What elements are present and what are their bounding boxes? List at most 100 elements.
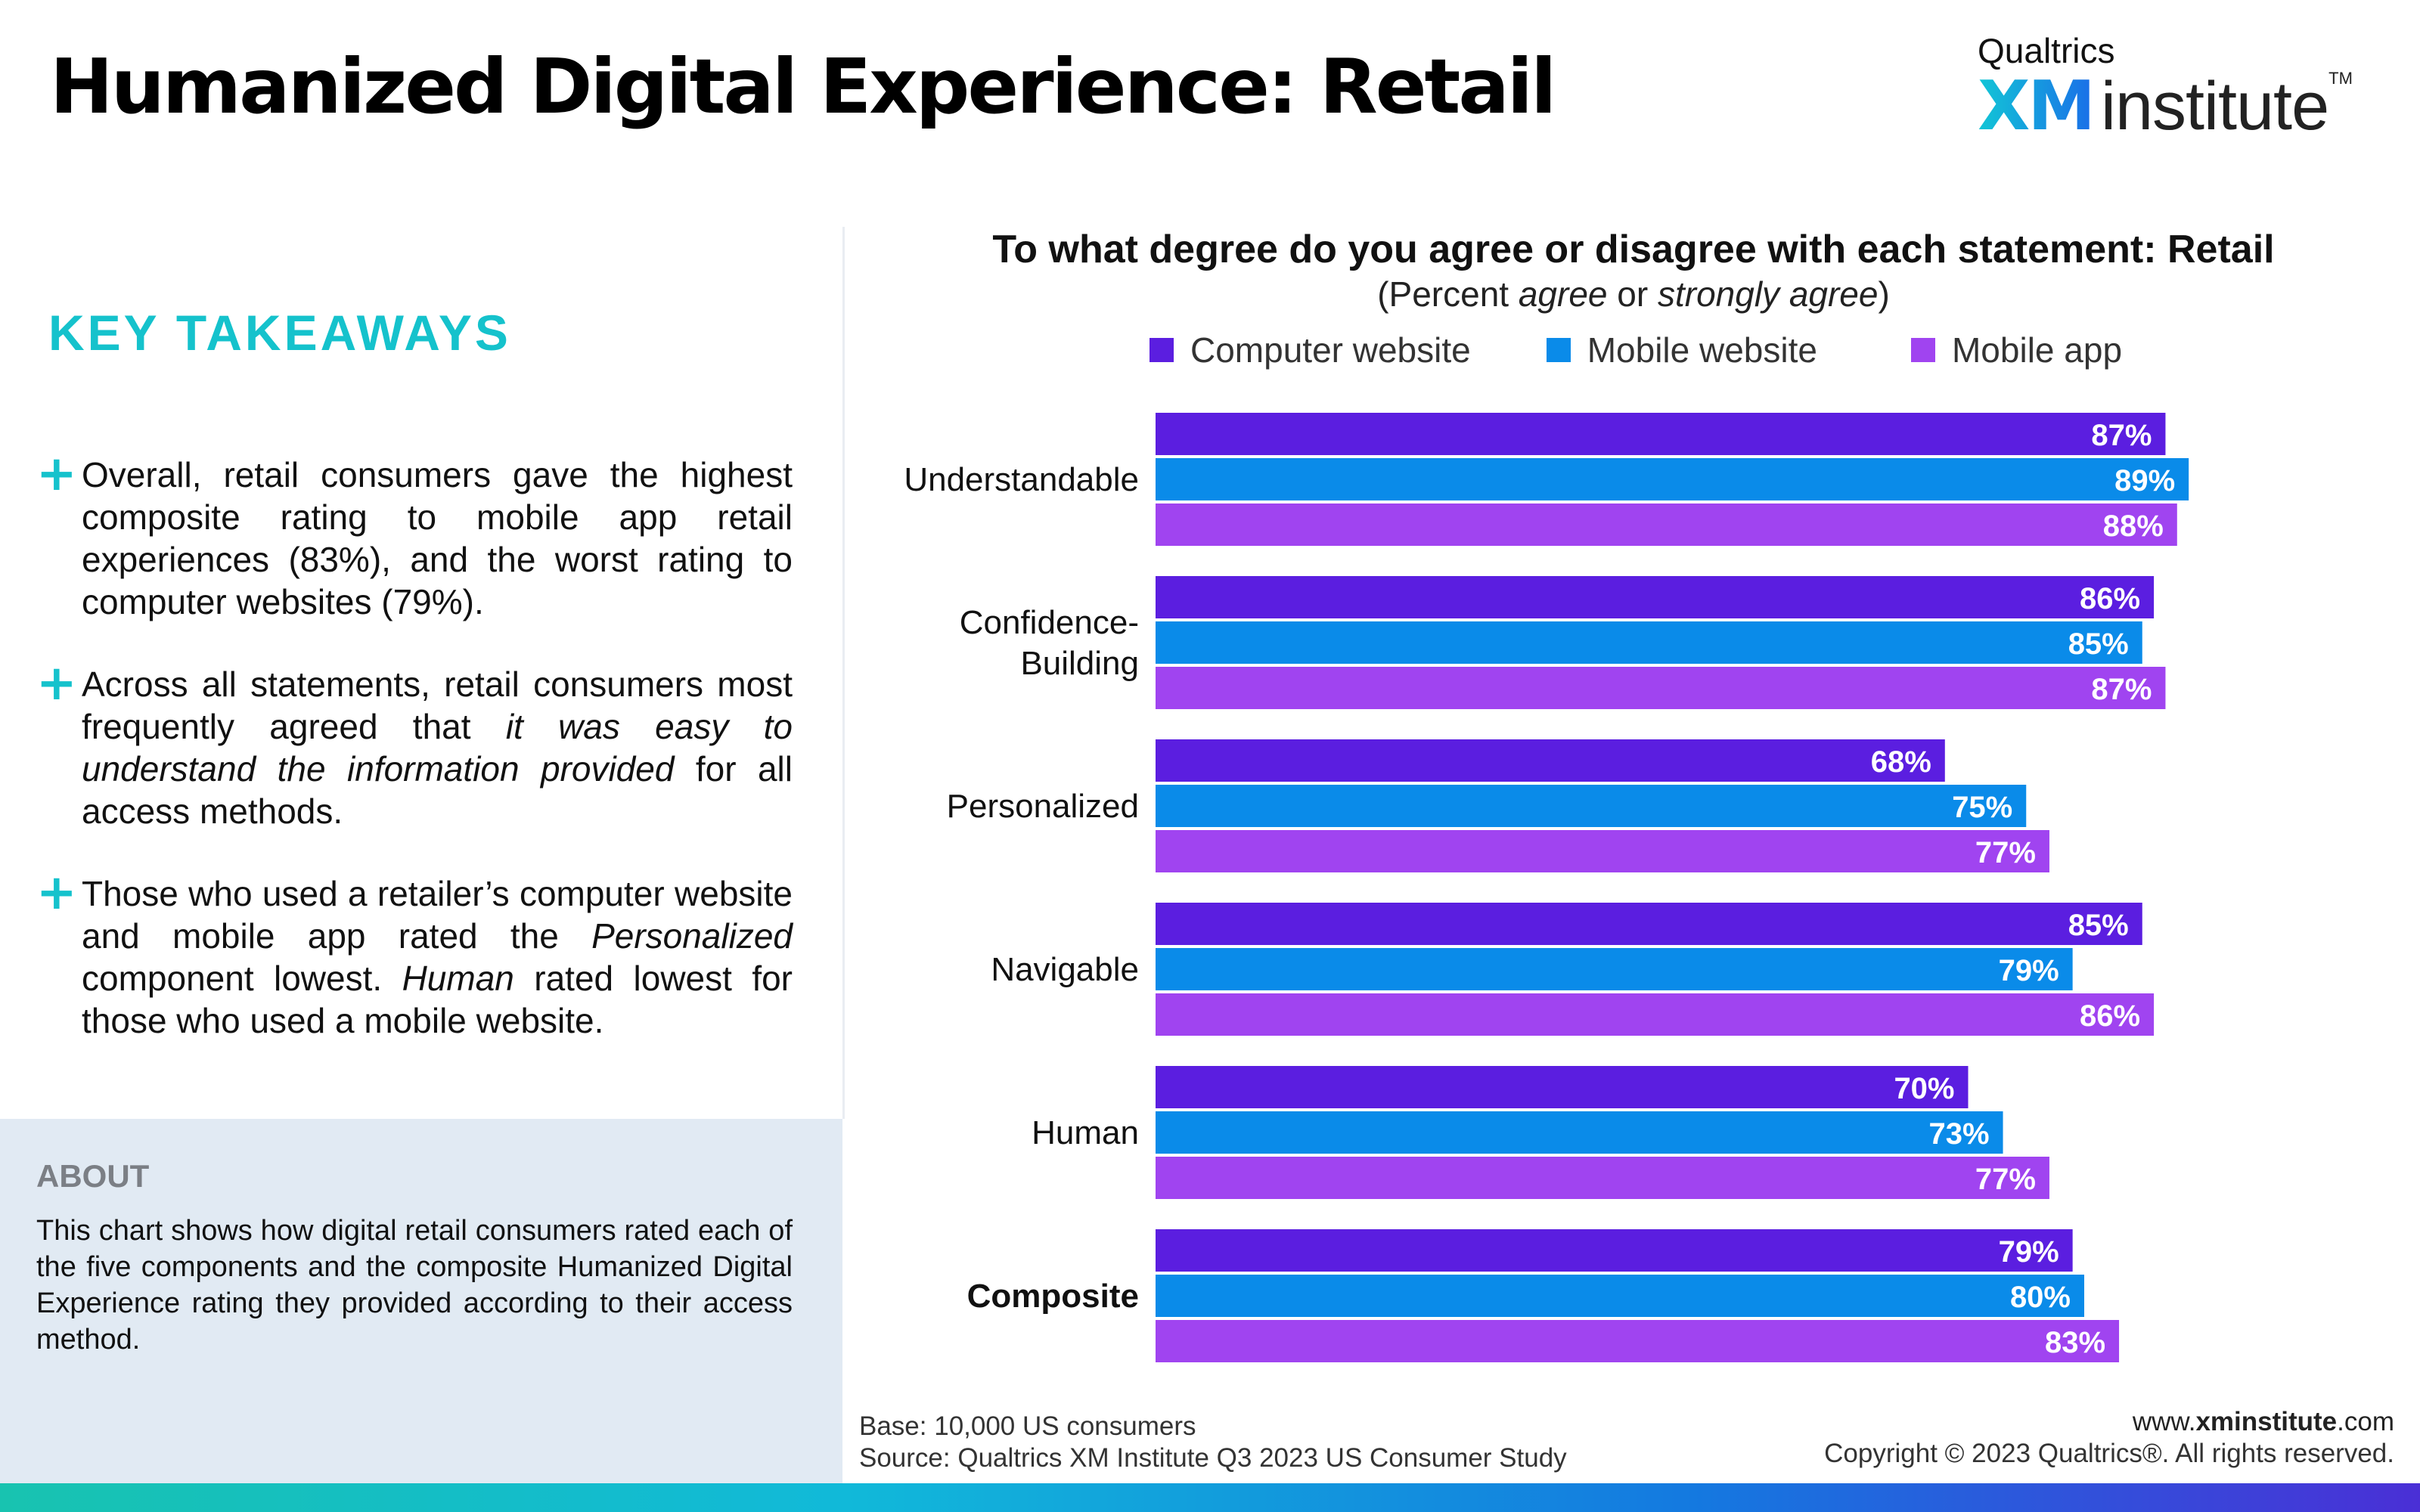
plus-icon: + [36, 446, 77, 502]
category-label: Personalized [947, 788, 1139, 825]
emphasis-text: Personalized [591, 916, 793, 956]
text-run: Overall, retail consumers gave the highe… [82, 455, 793, 621]
bar [1156, 1157, 2049, 1199]
data-label: 79% [1999, 1235, 2059, 1269]
brand-qualtrics: Qualtrics [1978, 31, 2115, 70]
text-run: Those who used a retailer’s computer web… [82, 874, 793, 956]
data-label: 79% [1999, 954, 2059, 987]
bar [1156, 413, 2166, 455]
data-label: 88% [2103, 510, 2164, 543]
brand-logo: Qualtrics XM instituteTM [1978, 30, 2353, 146]
url-suffix: .com [2337, 1407, 2394, 1436]
bar [1156, 458, 2189, 500]
data-label: 68% [1871, 745, 1931, 779]
bar [1156, 1229, 2073, 1272]
emphasis-text: agree [1518, 274, 1608, 314]
footer-base: Base: 10,000 US consumers [859, 1411, 1196, 1441]
bar [1156, 667, 2166, 709]
copyright-text: Copyright © 2023 Qualtrics®. All rights … [1824, 1439, 2394, 1468]
category-label: Human [1032, 1114, 1139, 1151]
category-label: Navigable [991, 951, 1139, 988]
category-label: Understandable [904, 461, 1139, 498]
text-run: ) [1878, 274, 1890, 314]
plus-icon: + [36, 865, 77, 921]
chart-legend: Computer website Mobile website Mobile a… [1150, 330, 2122, 370]
text-run: rated lowest for those who used a mobile… [82, 959, 793, 1040]
legend-label: Mobile app [1951, 330, 2123, 370]
legend-item-mobile-app: Mobile app [1910, 330, 2123, 370]
text-run: component lowest. [82, 959, 402, 998]
brand-wordmark: XM instituteTM [1978, 67, 2353, 146]
data-label: 80% [2010, 1281, 2071, 1314]
legend-label: Computer website [1190, 330, 1471, 370]
bottom-gradient-bar [0, 1483, 2420, 1512]
takeaway-item: + Overall, retail consumers gave the hig… [36, 446, 793, 623]
bar [1156, 1320, 2120, 1362]
data-label: 89% [2114, 464, 2175, 497]
bar [1156, 621, 2142, 664]
data-label: 75% [1952, 791, 2012, 824]
category-label: Confidence- [960, 604, 1139, 641]
data-label: 87% [2091, 673, 2152, 706]
footer-source: Base: 10,000 US consumers Source: Qualtr… [859, 1411, 1567, 1474]
legend-swatch [1546, 338, 1571, 362]
takeaway-item: + Those who used a retailer’s computer w… [36, 865, 793, 1042]
bar [1156, 903, 2142, 945]
category-label: Building [1020, 645, 1139, 682]
legend-item-computer-website: Computer website [1150, 330, 1471, 370]
legend-label: Mobile website [1587, 330, 1817, 370]
page-title: Humanized Digital Experience: Retail [50, 42, 1556, 131]
about-panel [0, 1119, 842, 1483]
bar [1156, 1275, 2084, 1317]
plus-icon: + [36, 655, 77, 711]
bar [1156, 1111, 2003, 1154]
data-label: 70% [1894, 1072, 1954, 1105]
brand-institute: institute [2100, 69, 2329, 144]
chart-title: To what degree do you agree or disagree … [992, 228, 2275, 271]
key-takeaways-heading: KEY TAKEAWAYS [48, 305, 511, 361]
bar [1156, 1066, 1969, 1108]
data-label: 86% [2080, 999, 2140, 1033]
bar [1156, 739, 1945, 782]
data-label: 77% [1975, 1163, 2036, 1196]
takeaway-text: Overall, retail consumers gave the highe… [82, 454, 793, 623]
bar [1156, 785, 2027, 827]
url-prefix: www. [2132, 1407, 2196, 1436]
data-label: 85% [2068, 627, 2129, 661]
takeaway-text: Those who used a retailer’s computer web… [82, 872, 793, 1042]
chart-subtitle: (Percent agree or strongly agree) [877, 274, 2390, 314]
data-label: 83% [2045, 1326, 2105, 1359]
brand-xm: XM [1978, 67, 2096, 146]
emphasis-text: it was easy to understand the informatio… [82, 707, 793, 789]
takeaway-item: + Across all statements, retail consumer… [36, 655, 793, 832]
data-label: 73% [1928, 1117, 1989, 1151]
footer-url[interactable]: www.xminstitute.com [1824, 1406, 2394, 1438]
footer-copyright: www.xminstitute.com Copyright © 2023 Qua… [1824, 1406, 2394, 1470]
bar [1156, 993, 2155, 1036]
legend-item-mobile-website: Mobile website [1546, 330, 1817, 370]
text-run: or [1607, 274, 1658, 314]
text-run: for all access methods. [82, 749, 793, 831]
data-label: 86% [2080, 582, 2140, 615]
takeaway-text: Across all statements, retail consumers … [82, 663, 793, 832]
brand-trademark: TM [2328, 69, 2353, 88]
url-domain: xminstitute [2195, 1407, 2338, 1436]
bar [1156, 830, 2049, 872]
emphasis-text: strongly agree [1657, 274, 1879, 314]
bar [1156, 503, 2177, 546]
about-label: ABOUT [36, 1158, 150, 1194]
text-run: (Percent [1377, 274, 1519, 314]
bar [1156, 576, 2155, 618]
bar [1156, 948, 2073, 990]
bar-chart: Understandable 87% 89% 88% Confidence- Buildi… [904, 413, 2189, 1362]
legend-swatch [1910, 338, 1935, 362]
column-divider [842, 227, 845, 1119]
data-label: 87% [2091, 419, 2152, 452]
about-text: This chart shows how digital retail cons… [36, 1215, 793, 1356]
legend-swatch [1150, 338, 1174, 362]
text-run: Across all statements, retail consumers … [82, 665, 793, 746]
data-label: 85% [2068, 909, 2129, 942]
data-label: 77% [1975, 836, 2036, 869]
footer-source-text: Source: Qualtrics XM Institute Q3 2023 U… [859, 1443, 1567, 1473]
emphasis-text: Human [402, 959, 514, 998]
